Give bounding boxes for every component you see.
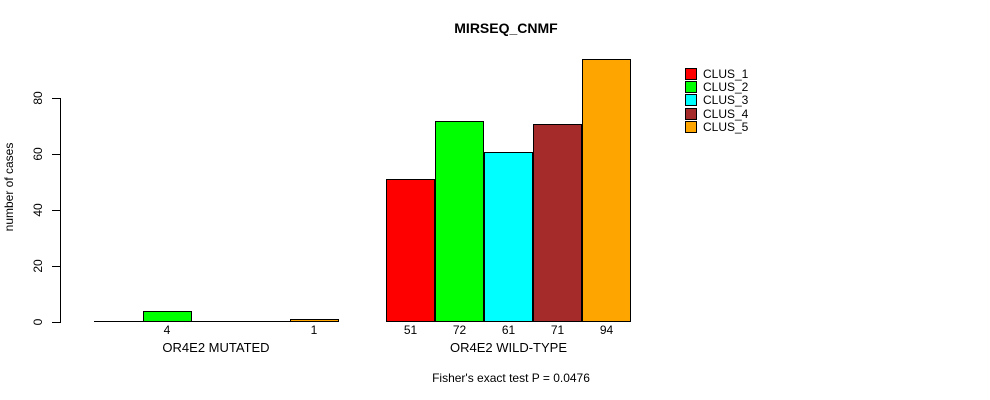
y-tick-mark xyxy=(52,322,61,323)
bar-CLUS_5-group1 xyxy=(582,59,631,322)
y-tick-label: 20 xyxy=(31,259,45,273)
category-label-group0: OR4E2 MUTATED xyxy=(162,340,270,355)
zero-bar-CLUS_4-group0 xyxy=(240,321,291,322)
y-tick-mark xyxy=(52,98,61,100)
bar-CLUS_4-group1 xyxy=(533,123,582,322)
bar-CLUS_1-group1 xyxy=(386,179,435,322)
legend-label: CLUS_5 xyxy=(703,120,749,135)
legend-item-CLUS_4: CLUS_4 xyxy=(685,107,748,120)
category-label-group1: OR4E2 WILD-TYPE xyxy=(449,340,568,355)
legend-swatch-icon xyxy=(685,94,697,107)
bar-value-label: 61 xyxy=(501,323,516,337)
y-tick-mark xyxy=(52,266,61,268)
y-axis-title: number of cases xyxy=(2,142,16,232)
y-tick-label: 0 xyxy=(31,318,45,326)
zero-bar-CLUS_3-group0 xyxy=(191,321,242,322)
bar-value-label: 4 xyxy=(163,323,171,337)
bar-value-label: 94 xyxy=(599,323,614,337)
chart-title: MIRSEQ_CNMF xyxy=(454,20,558,36)
legend-swatch-icon xyxy=(685,80,697,93)
bar-CLUS_2-group0 xyxy=(142,310,192,322)
legend-label: CLUS_1 xyxy=(703,66,749,81)
annotation-text: Fisher's exact test P = 0.0476 xyxy=(432,371,590,385)
bar-value-label: 71 xyxy=(550,323,565,337)
y-tick-label: 80 xyxy=(31,91,45,106)
y-tick-mark xyxy=(52,154,61,156)
legend-item-CLUS_3: CLUS_3 xyxy=(685,94,748,107)
legend-label: CLUS_4 xyxy=(703,106,749,121)
y-tick-label: 40 xyxy=(31,203,45,217)
bar-CLUS_2-group1 xyxy=(435,120,484,322)
bar-value-label: 51 xyxy=(403,323,418,337)
zero-bar-CLUS_1-group0 xyxy=(93,321,144,322)
bar-value-label: 72 xyxy=(452,323,467,337)
bar-CLUS_3-group1 xyxy=(484,151,533,322)
legend-label: CLUS_2 xyxy=(703,79,749,94)
y-tick-mark xyxy=(52,210,61,212)
legend-label: CLUS_3 xyxy=(703,93,749,108)
legend-item-CLUS_1: CLUS_1 xyxy=(685,67,748,80)
legend-item-CLUS_2: CLUS_2 xyxy=(685,80,748,93)
y-tick-label: 60 xyxy=(31,147,45,161)
legend-swatch-icon xyxy=(685,107,697,120)
bar-value-label: 1 xyxy=(310,323,318,337)
bar-CLUS_5-group0 xyxy=(289,319,339,322)
legend-swatch-icon xyxy=(685,121,697,134)
legend-swatch-icon xyxy=(685,67,697,80)
legend-item-CLUS_5: CLUS_5 xyxy=(685,121,748,134)
